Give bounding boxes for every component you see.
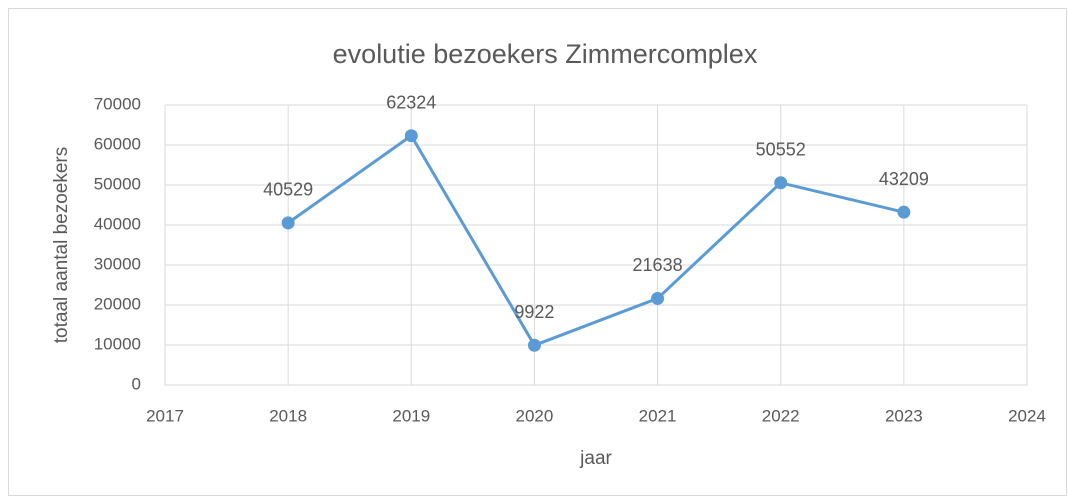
marker [281,216,295,230]
marker [897,205,911,219]
y-tick-label: 30000 [94,254,141,273]
data-label: 62324 [386,92,436,112]
y-tick-label: 10000 [94,334,141,353]
marker [774,176,788,190]
x-tick-label: 2023 [885,406,923,425]
x-tick-label: 2021 [639,406,677,425]
y-tick-label: 60000 [94,134,141,153]
x-tick-label: 2022 [762,406,800,425]
x-tick-label: 2018 [269,406,307,425]
data-label: 9922 [514,302,554,322]
y-axis-label: totaal aantal bezoekers [51,147,72,343]
data-label: 40529 [263,180,313,200]
y-tick-label: 0 [132,374,141,393]
y-tick-label: 50000 [94,174,141,193]
chart-frame [8,8,1067,496]
series-line [287,134,905,347]
x-tick-label: 2017 [146,406,184,425]
x-axis-label: jaar [579,448,612,469]
data-label: 50552 [756,140,806,160]
chart-title: evolutie bezoekers Zimmercomplex [333,39,758,69]
marker [404,129,418,143]
data-label: 43209 [879,169,929,189]
x-tick-label: 2019 [392,406,430,425]
x-tick-label: 2024 [1008,406,1046,425]
x-tick-label: 2020 [516,406,554,425]
marker [527,338,541,352]
data-label: 21638 [633,255,683,275]
y-tick-label: 70000 [94,94,141,113]
y-tick-label: 40000 [94,214,141,233]
y-tick-label: 20000 [94,294,141,313]
marker [651,291,665,305]
